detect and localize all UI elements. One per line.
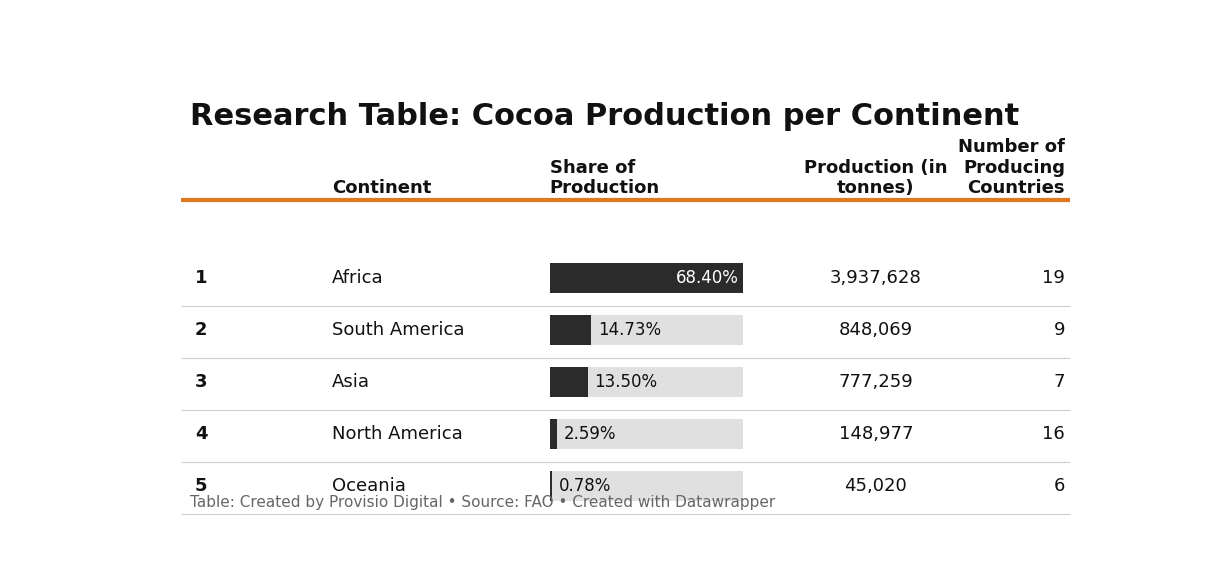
Text: 9: 9: [1053, 321, 1065, 339]
Text: 6: 6: [1054, 477, 1065, 495]
Text: 1: 1: [195, 269, 207, 287]
Bar: [549, 419, 743, 449]
Bar: [549, 315, 743, 345]
Bar: [549, 263, 743, 293]
Text: Oceania: Oceania: [332, 477, 406, 495]
Text: 19: 19: [1042, 269, 1065, 287]
Text: 3: 3: [195, 373, 207, 391]
Text: Continent: Continent: [332, 179, 432, 198]
Text: South America: South America: [332, 321, 465, 339]
Text: 14.73%: 14.73%: [598, 321, 661, 339]
Bar: [549, 315, 592, 345]
Text: North America: North America: [332, 425, 462, 443]
Text: Table: Created by Provisio Digital • Source: FAO • Created with Datawrapper: Table: Created by Provisio Digital • Sou…: [190, 495, 776, 510]
Text: 3,937,628: 3,937,628: [830, 269, 921, 287]
Bar: [549, 367, 743, 397]
Text: 777,259: 777,259: [838, 373, 914, 391]
Text: 16: 16: [1042, 425, 1065, 443]
Text: 148,977: 148,977: [838, 425, 913, 443]
Text: 68.40%: 68.40%: [676, 269, 739, 287]
Text: Africa: Africa: [332, 269, 384, 287]
Text: 7: 7: [1053, 373, 1065, 391]
Text: 2.59%: 2.59%: [564, 425, 616, 443]
Bar: [549, 419, 558, 449]
Text: 45,020: 45,020: [844, 477, 908, 495]
Text: 2: 2: [195, 321, 207, 339]
Text: 5: 5: [195, 477, 207, 495]
Bar: [549, 471, 551, 501]
Text: 13.50%: 13.50%: [594, 373, 658, 391]
Text: Production (in
tonnes): Production (in tonnes): [804, 159, 948, 198]
Bar: [549, 367, 588, 397]
Bar: [549, 263, 743, 293]
Text: 0.78%: 0.78%: [559, 477, 611, 495]
Text: Share of
Production: Share of Production: [549, 159, 660, 198]
Text: 848,069: 848,069: [838, 321, 913, 339]
Text: 4: 4: [195, 425, 207, 443]
Text: Asia: Asia: [332, 373, 370, 391]
Text: Number of
Producing
Countries: Number of Producing Countries: [958, 138, 1065, 198]
Bar: [549, 471, 743, 501]
Text: Research Table: Cocoa Production per Continent: Research Table: Cocoa Production per Con…: [190, 102, 1020, 131]
